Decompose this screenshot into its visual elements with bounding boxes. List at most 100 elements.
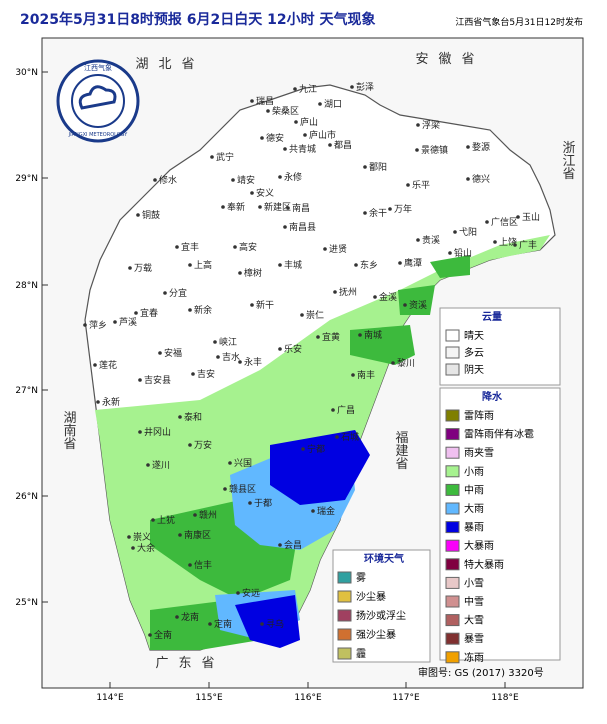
city-label: 景德镇 (421, 144, 448, 156)
city-marker (331, 408, 335, 412)
city-marker (363, 165, 367, 169)
city-label: 泰和 (184, 411, 202, 423)
city-label: 资溪 (409, 299, 427, 311)
lon-tick-label: 117°E (392, 693, 420, 703)
city-label: 全南 (154, 629, 172, 641)
city-label: 弋阳 (459, 226, 477, 238)
city-label: 庐山市 (309, 129, 336, 141)
legend-swatch (445, 428, 460, 441)
province-label: 广东省 (155, 656, 224, 671)
city-marker (210, 155, 214, 159)
city-label: 兴国 (234, 458, 252, 469)
city-label: 瑞金 (317, 505, 335, 517)
legend-label: 雷阵雨伴有冰雹 (464, 428, 534, 441)
city-marker (466, 177, 470, 181)
city-label: 玉山 (522, 212, 540, 223)
publisher: 江西省气象台5月31日12时发布 (455, 16, 583, 28)
legend-label: 强沙尘暴 (356, 629, 396, 641)
lat-tick-label: 28°N (15, 281, 38, 291)
city-marker (485, 220, 489, 224)
city-label: 乐安 (284, 343, 302, 355)
province-label: 湖南省 (61, 411, 77, 450)
city-label: 广信区 (491, 216, 518, 228)
city-label: 万载 (134, 262, 152, 274)
city-marker (188, 443, 192, 447)
city-label: 高安 (239, 241, 257, 253)
lat-tick-label: 26°N (15, 492, 38, 502)
legend-swatch (445, 465, 460, 478)
logo-name-en: JIANGXI METEOROLOGY (68, 132, 129, 138)
legend-label: 阴天 (464, 364, 484, 376)
legend-swatch (337, 571, 352, 584)
city-marker (178, 415, 182, 419)
legend-label: 多云 (464, 346, 484, 359)
legend-label: 雨夹雪 (464, 446, 494, 459)
lon-tick-label: 115°E (195, 693, 223, 703)
city-label: 上饶 (499, 236, 517, 248)
city-marker (516, 215, 520, 219)
city-marker (260, 622, 264, 626)
city-marker (303, 133, 307, 137)
city-marker (128, 266, 132, 270)
city-label: 吉水 (222, 351, 240, 363)
legend-label: 晴天 (464, 329, 484, 342)
city-marker (333, 290, 337, 294)
city-marker (406, 183, 410, 187)
city-marker (283, 225, 287, 229)
city-marker (293, 87, 297, 91)
city-marker (138, 430, 142, 434)
city-marker (513, 243, 517, 247)
legend-swatch (445, 539, 460, 552)
city-marker (113, 320, 117, 324)
city-marker (223, 487, 227, 491)
city-label: 共青城 (289, 143, 316, 155)
city-label: 广昌 (337, 404, 355, 416)
title: 2025年5月31日8时预报 6月2日白天 12小时 天气现象 (20, 11, 376, 28)
city-label: 鄱阳 (369, 162, 387, 173)
legend-swatch (337, 628, 352, 641)
city-marker (93, 363, 97, 367)
legend-swatch (445, 502, 460, 515)
city-label: 余干 (369, 207, 387, 219)
city-marker (363, 211, 367, 215)
city-label: 大余 (137, 542, 155, 554)
city-marker (151, 518, 155, 522)
legend-swatch (445, 595, 460, 608)
city-label: 会昌 (284, 539, 302, 551)
city-marker (175, 615, 179, 619)
city-marker (238, 271, 242, 275)
lat-tick-label: 25°N (15, 598, 38, 608)
city-label: 崇仁 (306, 309, 324, 321)
city-label: 宜丰 (181, 241, 199, 253)
city-marker (403, 303, 407, 307)
city-marker (188, 263, 192, 267)
city-marker (131, 546, 135, 550)
city-marker (208, 622, 212, 626)
city-marker (416, 123, 420, 127)
city-marker (248, 501, 252, 505)
legend-swatch (445, 363, 460, 376)
logo-name: 江西气象 (84, 63, 112, 72)
city-marker (354, 263, 358, 267)
legend-swatch (445, 558, 460, 571)
legend-label: 中雨 (464, 483, 484, 496)
city-label: 抚州 (339, 286, 357, 298)
logo: 江西气象 JIANGXI METEOROLOGY (56, 59, 140, 143)
legend-swatch (445, 446, 460, 459)
city-label: 南康区 (184, 529, 211, 541)
city-marker (294, 120, 298, 124)
city-label: 南昌县 (289, 221, 316, 233)
city-marker (335, 435, 339, 439)
rainstorm-south (235, 595, 300, 648)
city-label: 修水 (159, 174, 177, 186)
city-marker (250, 303, 254, 307)
city-marker (278, 347, 282, 351)
city-label: 婺源 (472, 142, 490, 153)
city-marker (178, 533, 182, 537)
province-label: 福建省 (393, 431, 409, 470)
city-label: 德安 (266, 132, 284, 144)
city-marker (175, 245, 179, 249)
legend-label: 暴雨 (464, 522, 484, 534)
city-label: 贵溪 (422, 234, 440, 246)
city-label: 永丰 (244, 356, 262, 368)
